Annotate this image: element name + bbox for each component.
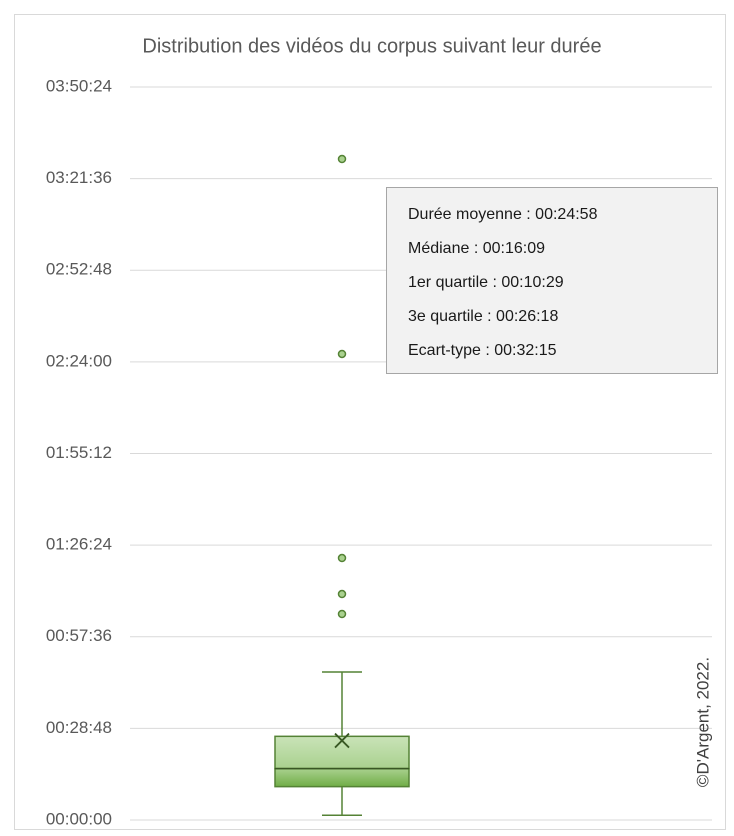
outlier: [337, 154, 347, 164]
watermark: ©D'Argent, 2022.: [693, 657, 712, 787]
outlier: [337, 589, 347, 599]
mean-marker: [334, 732, 350, 749]
y-tick-label: 03:50:24: [46, 76, 112, 95]
chart-title: Distribution des vidéos du corpus suivan…: [142, 35, 601, 57]
box-upper: [274, 735, 410, 770]
annotation-line: 1er quartile : 00:10:29: [408, 274, 564, 291]
outlier: [337, 553, 347, 563]
y-tick-label: 00:00:00: [46, 809, 112, 828]
y-tick-label: 02:52:48: [46, 260, 112, 279]
y-tick-label: 01:55:12: [46, 443, 112, 462]
y-tick-label: 01:26:24: [46, 535, 112, 554]
y-tick-label: 00:57:36: [46, 626, 112, 645]
annotation-line: 3e quartile : 00:26:18: [408, 308, 558, 325]
y-tick-label: 02:24:00: [46, 351, 112, 370]
outlier: [337, 349, 347, 359]
box-lower: [274, 767, 410, 788]
annotation-box: [386, 187, 718, 374]
annotation-line: Durée moyenne : 00:24:58: [408, 206, 598, 223]
y-tick-label: 00:28:48: [46, 718, 112, 737]
annotation-line: Médiane : 00:16:09: [408, 240, 545, 257]
chart-frame: [14, 14, 726, 830]
outlier: [337, 609, 347, 619]
annotation-line: Ecart-type : 00:32:15: [408, 342, 557, 359]
y-tick-label: 03:21:36: [46, 168, 112, 187]
